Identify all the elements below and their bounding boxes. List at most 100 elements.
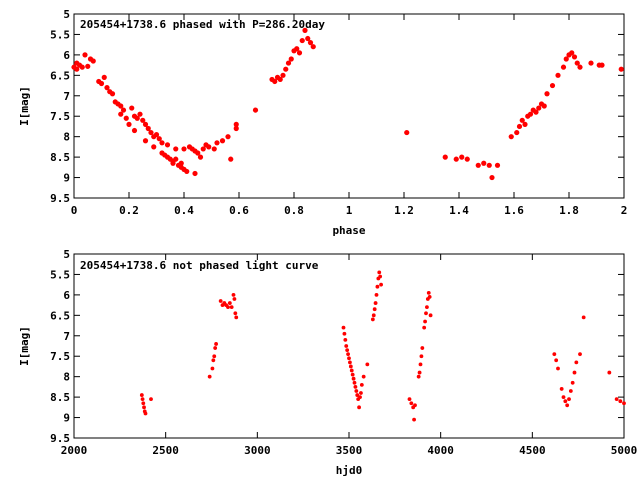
x-tick-label: 1.8 [559, 204, 579, 217]
data-point [559, 387, 564, 391]
plot-title: 205454+1738.6 not phased light curve [80, 259, 319, 272]
data-point [192, 170, 198, 177]
x-tick-label: 0.2 [119, 204, 139, 217]
data-point [552, 352, 557, 357]
data-point [533, 109, 539, 115]
plot-title: 205454+1738.6 phased with P=286.20day [80, 18, 325, 31]
data-point [417, 370, 422, 375]
x-tick-label: 5000 [611, 444, 638, 457]
y-tick-label: 6 [63, 289, 70, 302]
data-point [283, 66, 289, 72]
data-point [227, 301, 232, 305]
data-point [142, 121, 149, 127]
data-point [197, 154, 204, 160]
data-point [614, 397, 619, 402]
data-point [343, 337, 348, 342]
data-point [527, 111, 534, 117]
y-tick-label: 5 [63, 8, 70, 21]
data-point [422, 325, 427, 330]
x-tick-label: 1 [346, 204, 353, 217]
data-point [148, 129, 154, 136]
data-point [494, 162, 501, 168]
y-tick-label: 7.5 [50, 350, 70, 363]
data-point [475, 162, 481, 168]
data-point [214, 342, 218, 346]
data-point [142, 138, 149, 144]
data-point [370, 317, 375, 322]
data-point [341, 325, 346, 330]
x-tick-label: 1.6 [504, 204, 524, 217]
data-point [571, 54, 578, 60]
data-point [578, 352, 582, 357]
data-point [302, 27, 308, 33]
data-point [418, 362, 423, 367]
data-point [156, 136, 162, 142]
data-point [288, 56, 294, 62]
data-point [305, 35, 311, 42]
data-point [233, 311, 238, 316]
data-point [211, 146, 217, 152]
data-point [574, 60, 580, 66]
y-tick-label: 6.5 [50, 309, 70, 322]
data-point [218, 299, 223, 303]
data-point [178, 160, 184, 166]
data-point [141, 401, 146, 406]
x-tick-labels: 0 0.2 0.4 0.6 0.8 1 1.2 1.4 1.6 1.8 2 [71, 204, 628, 217]
data-point [354, 389, 359, 393]
data-point [378, 274, 383, 279]
x-tick-label: 2500 [152, 444, 179, 457]
data-point [277, 76, 283, 83]
x-axis-label: phase [332, 224, 365, 237]
data-point [347, 356, 351, 361]
y-tick-label: 8.5 [50, 391, 70, 404]
data-point [118, 103, 124, 109]
x-tick-label: 0 [71, 204, 78, 217]
data-point [420, 346, 425, 350]
y-tick-label: 6.5 [50, 69, 70, 82]
data-point [413, 403, 417, 408]
data-point [556, 366, 560, 371]
data-point [357, 405, 361, 410]
data-point [232, 297, 237, 301]
data-point [74, 66, 80, 72]
x-tick-label: 0.6 [229, 204, 249, 217]
y-axis-label: I[mag] [18, 86, 31, 126]
data-point [554, 358, 559, 363]
data-point [280, 72, 286, 78]
data-point [570, 380, 575, 385]
x-tick-label: 1.4 [449, 204, 469, 217]
data-point [351, 376, 356, 381]
data-point [346, 352, 350, 357]
data-point [519, 117, 525, 123]
data-point [90, 58, 96, 64]
data-point [426, 290, 431, 295]
y-tick-label: 9.5 [50, 192, 70, 205]
x-tick-label: 2000 [61, 444, 88, 457]
x-tick-label: 4000 [427, 444, 454, 457]
data-point [170, 160, 176, 166]
data-point [489, 174, 495, 181]
data-point [464, 156, 470, 162]
y-tick-label: 7.5 [50, 110, 70, 123]
data-point [159, 140, 165, 146]
data-point [574, 360, 579, 365]
data-point [252, 107, 259, 113]
data-point [412, 417, 416, 422]
data-point [345, 348, 350, 352]
x-tick-label: 3500 [336, 444, 363, 457]
data-point [118, 111, 124, 117]
data-point [145, 125, 151, 132]
data-point [231, 292, 236, 297]
data-point [219, 138, 226, 144]
data-point [373, 301, 378, 305]
data-point [365, 362, 370, 367]
data-point [195, 150, 201, 156]
data-point [350, 372, 355, 377]
y-tick-label: 5.5 [50, 28, 70, 41]
y-tick-labels: 5 5.5 6 6.5 7 7.5 8 8.5 9 9.5 [50, 248, 70, 445]
data-point [618, 399, 623, 404]
data-point [294, 46, 300, 52]
data-point [352, 380, 357, 385]
x-tick-label: 1.2 [394, 204, 414, 217]
y-tick-labels: 5 5.5 6 6.5 7 7.5 8 8.5 9 9.5 [50, 8, 70, 205]
